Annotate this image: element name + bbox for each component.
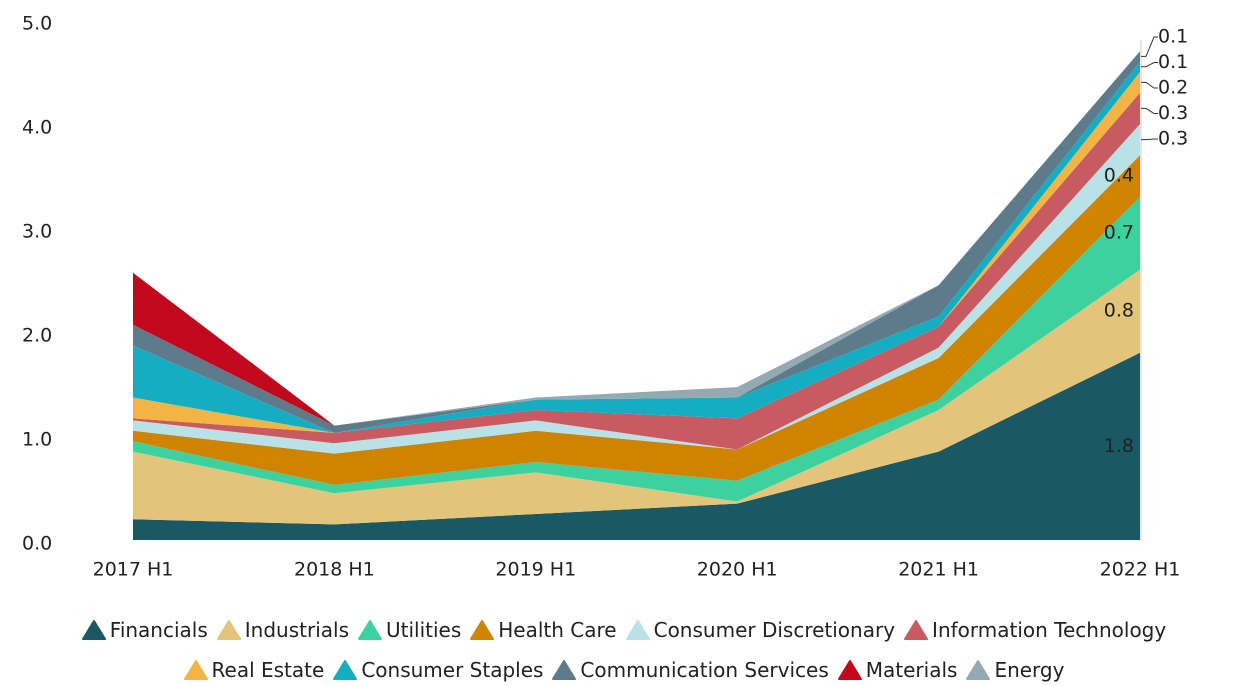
legend-label: Utilities <box>385 618 462 642</box>
legend-triangle <box>333 660 358 680</box>
chart: 0.0 1.0 2.0 3.0 4.0 5.0 2017 H1 2018 H1 2019 H1 2… <box>22 13 1188 581</box>
legend-item: Consumer Staples <box>332 658 543 682</box>
data-label: 0.7 <box>1104 222 1134 244</box>
legend-marker <box>216 620 241 640</box>
data-label: 0.4 <box>1104 165 1134 187</box>
data-label: 0.3 <box>1158 102 1188 124</box>
legend: Financials Industrials Utilities Health Car… <box>0 618 1247 682</box>
x-tick-label: 2021 H1 <box>898 559 979 581</box>
data-label: 1.8 <box>1104 435 1134 457</box>
leader-line <box>1141 107 1158 114</box>
area <box>133 92 1140 450</box>
legend-label: Industrials <box>244 618 349 642</box>
legend-triangle <box>552 660 577 680</box>
data-label: 0.1 <box>1158 26 1188 48</box>
legend-triangle <box>837 660 862 680</box>
data-label: 0.8 <box>1104 300 1134 322</box>
legend-item: Real Estate <box>183 658 325 682</box>
data-label: 0.2 <box>1158 77 1188 99</box>
x-tick-label: 2018 H1 <box>294 559 375 581</box>
x-tick-label: 2020 H1 <box>697 559 778 581</box>
legend-item: Consumer Discretionary <box>625 618 895 642</box>
legend-marker <box>966 660 991 680</box>
legend-marker <box>81 620 106 640</box>
area <box>133 155 1140 485</box>
legend-item: Utilities <box>357 618 461 642</box>
x-tick-label: 2022 H1 <box>1100 559 1181 581</box>
legend-marker <box>357 620 382 640</box>
legend-label: Financials <box>109 618 208 642</box>
legend-marker <box>183 660 208 680</box>
legend-label: Health Care <box>498 618 617 642</box>
legend-triangle <box>183 660 208 680</box>
legend-marker <box>837 660 862 680</box>
legend-item: Information Technology <box>903 618 1166 642</box>
legend-item: Communication Services <box>551 658 829 682</box>
legend-item: Materials <box>837 658 958 682</box>
legend-marker <box>904 620 929 640</box>
legend-triangle <box>904 620 929 640</box>
legend-label: Consumer Staples <box>361 658 544 682</box>
y-tick-label: 0.0 <box>22 533 52 555</box>
leader-line <box>1141 36 1158 57</box>
data-label: 0.3 <box>1158 128 1188 150</box>
legend-label: Information Technology <box>932 618 1167 642</box>
legend-triangle <box>966 660 991 680</box>
legend-item: Health Care <box>469 618 617 642</box>
area <box>133 352 1140 540</box>
legend-label: Communication Services <box>580 658 829 682</box>
legend-marker <box>625 620 650 640</box>
y-tick-label: 3.0 <box>22 221 52 243</box>
area <box>133 196 1140 502</box>
y-tick-label: 5.0 <box>22 13 52 35</box>
y-tick-label: 2.0 <box>22 325 52 347</box>
leader-line <box>1141 81 1158 89</box>
legend-marker <box>470 620 495 640</box>
y-tick-label: 1.0 <box>22 429 52 451</box>
legend-triangle <box>357 620 382 640</box>
data-label: 0.1 <box>1158 51 1188 73</box>
legend-item: Financials <box>81 618 208 642</box>
legend-label: Energy <box>994 658 1065 682</box>
legend-triangle <box>470 620 495 640</box>
x-tick-label: 2019 H1 <box>495 559 576 581</box>
area <box>133 61 1140 433</box>
legend-label: Consumer Discretionary <box>653 618 896 642</box>
legend-triangle <box>216 620 241 640</box>
legend-label: Materials <box>865 658 958 682</box>
leader-line <box>1141 62 1158 68</box>
legend-label: Real Estate <box>211 658 325 682</box>
legend-triangle <box>625 620 650 640</box>
y-tick-label: 4.0 <box>22 117 52 139</box>
legend-item: Industrials <box>216 618 349 642</box>
leader-line <box>1141 138 1158 141</box>
area <box>133 269 1140 525</box>
x-tick-label: 2017 H1 <box>93 559 174 581</box>
legend-triangle <box>81 620 106 640</box>
legend-marker <box>333 660 358 680</box>
legend-marker <box>552 660 577 680</box>
legend-item: Energy <box>965 658 1064 682</box>
